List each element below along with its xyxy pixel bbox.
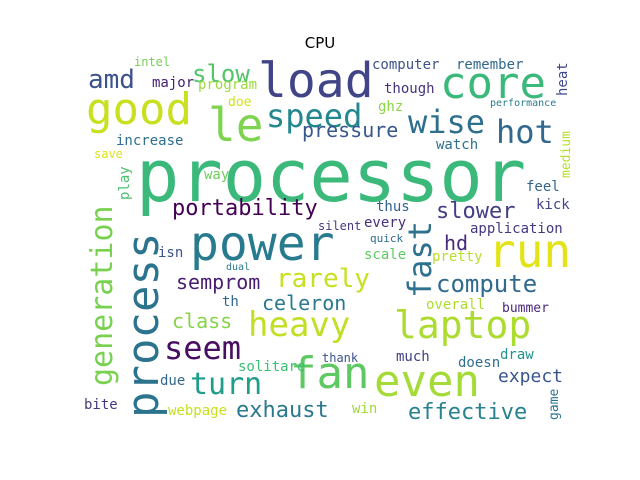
word-processor: processor: [136, 134, 527, 218]
word-good: good: [86, 84, 192, 135]
word-scale: scale: [364, 247, 407, 263]
word-bite: bite: [84, 397, 118, 413]
word-save: save: [94, 147, 123, 161]
word-laptop: laptop: [394, 303, 532, 347]
word-pressure: pressure: [302, 118, 399, 142]
word-wise: wise: [408, 103, 486, 141]
word-expect: expect: [498, 366, 564, 387]
word-hd: hd: [444, 231, 469, 255]
word-much: much: [396, 349, 430, 365]
word-bummer: bummer: [502, 301, 549, 316]
word-rarely: rarely: [276, 264, 370, 294]
word-way: way: [204, 167, 230, 183]
word-silent: silent: [318, 219, 362, 233]
chart-title: CPU: [304, 34, 336, 52]
word-amd: amd: [88, 65, 135, 95]
word-solitare: solitare: [238, 359, 306, 375]
word-core: core: [440, 58, 546, 109]
word-effective: effective: [408, 400, 528, 425]
word-webpage: webpage: [168, 403, 228, 419]
word-pretty: pretty: [432, 249, 483, 265]
word-ghz: ghz: [378, 99, 404, 115]
word-quick: quick: [370, 232, 404, 245]
word-thank: thank: [322, 351, 359, 365]
word-application: application: [470, 221, 563, 237]
word-celeron: celeron: [262, 291, 347, 315]
word-thus: thus: [376, 199, 410, 215]
word-slow: slow: [192, 60, 250, 88]
word-dual: dual: [226, 262, 251, 273]
word-slower: slower: [436, 199, 516, 224]
word-program: program: [198, 77, 258, 93]
word-major: major: [152, 75, 195, 91]
word-cloud: processor power load core good le run heavy lapt…: [80, 53, 576, 428]
word-heat: heat: [555, 62, 571, 96]
word-overall: overall: [426, 297, 486, 313]
word-though: though: [384, 81, 435, 97]
word-seem: seem: [164, 329, 242, 367]
word-due: due: [160, 373, 186, 389]
word-th: th: [222, 294, 239, 310]
word-hot: hot: [496, 113, 554, 151]
word-play: play: [117, 166, 133, 200]
word-turn: turn: [190, 367, 263, 402]
word-computer: computer: [372, 57, 440, 73]
word-fan: fan: [290, 348, 370, 399]
word-doesn: doesn: [458, 355, 501, 371]
word-generation: generation: [85, 205, 120, 386]
word-portability: portability: [172, 196, 318, 221]
word-le: le: [208, 98, 264, 152]
word-every: every: [364, 215, 407, 231]
word-kick: kick: [536, 197, 570, 213]
word-class: class: [172, 309, 233, 333]
word-draw: draw: [500, 347, 534, 363]
word-remember: remember: [456, 57, 524, 73]
word-doe: doe: [228, 95, 252, 110]
word-win: win: [352, 401, 378, 417]
word-power: power: [190, 216, 335, 272]
word-run: run: [488, 224, 572, 278]
word-watch: watch: [436, 137, 479, 153]
word-performance: performance: [490, 98, 557, 109]
word-game: game: [547, 388, 562, 420]
word-compute: compute: [436, 270, 538, 298]
word-heavy: heavy: [248, 305, 351, 345]
word-intel: intel: [134, 55, 171, 69]
word-speed: speed: [266, 97, 363, 135]
word-isn: isn: [158, 245, 184, 261]
word-load: load: [258, 53, 374, 109]
word-increase: increase: [116, 133, 184, 149]
word-exhaust: exhaust: [236, 398, 329, 423]
word-medium: medium: [559, 131, 574, 178]
word-even: even: [374, 356, 480, 407]
word-semprom: semprom: [176, 270, 261, 294]
word-feel: feel: [526, 179, 560, 195]
